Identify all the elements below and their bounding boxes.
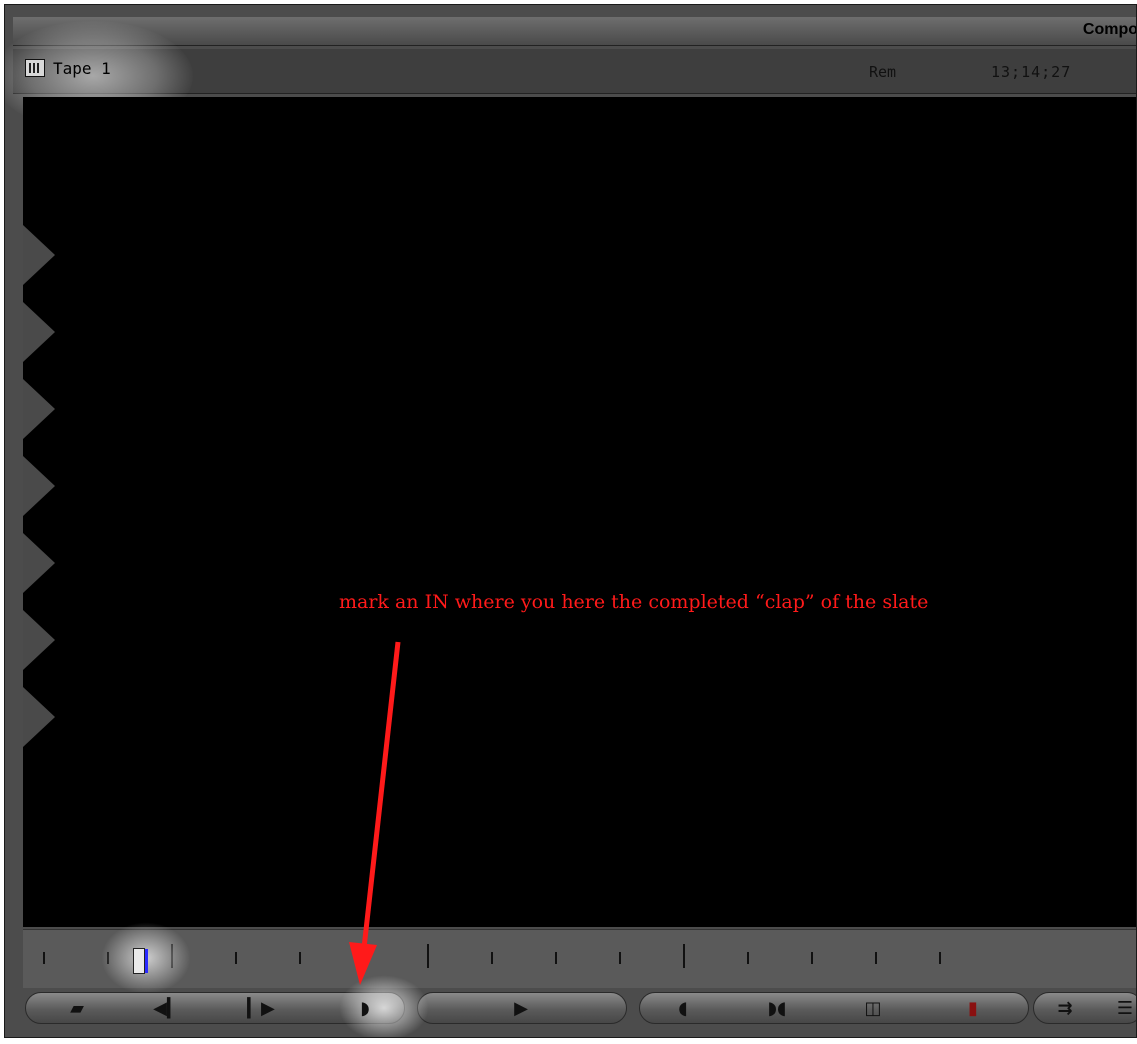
button-group-edit <box>639 992 1029 1024</box>
track-marker-icon <box>23 456 55 516</box>
mark-clip-icon: ◗◖ <box>767 997 787 1019</box>
track-marker-icon <box>23 379 55 439</box>
clear-marks-icon: ◫ <box>864 997 882 1019</box>
timecode-display[interactable]: 13;14;27 <box>991 63 1072 81</box>
step-back-button[interactable]: ◀▎ <box>147 995 187 1021</box>
mark-in-highlight <box>339 975 429 1037</box>
timeline-tick <box>235 952 237 964</box>
tape-name[interactable]: Tape 1 <box>53 59 111 78</box>
remaining-label: Rem <box>869 63 897 81</box>
timeline-tick <box>363 952 365 964</box>
go-to-in-icon: ◖ <box>678 997 688 1019</box>
composer-window: Compo Tape 1 Rem 13;14;27 mark an IN whe… <box>4 4 1137 1038</box>
timeline-tick <box>491 952 493 964</box>
clip-tool-icon: ▰ <box>70 997 84 1019</box>
button-group-splice <box>1033 992 1136 1024</box>
title-bar: Compo <box>13 17 1137 46</box>
play-button[interactable]: ▶ <box>501 995 541 1021</box>
timeline-tick <box>747 952 749 964</box>
annotation-text: mark an IN where you here the completed … <box>339 591 929 613</box>
mark-clip-button[interactable]: ◗◖ <box>757 995 797 1021</box>
step-back-icon: ◀▎ <box>153 997 181 1019</box>
timeline-tick <box>555 952 557 964</box>
track-marker-icon <box>23 610 55 670</box>
step-forward-button[interactable]: ▎▶ <box>241 995 281 1021</box>
splice-in-icon: ⇉ <box>1057 997 1073 1019</box>
control-bar: ▰ ◀▎ ▎▶ ◗ ▶ ◖ ◗◖ ◫ ▮ ⇉ ☰ <box>23 975 1136 1037</box>
splice-in-button[interactable]: ⇉ <box>1045 995 1085 1021</box>
clear-marks-button[interactable]: ◫ <box>853 995 893 1021</box>
video-viewer[interactable]: mark an IN where you here the completed … <box>23 97 1136 927</box>
record-button[interactable]: ▮ <box>953 995 993 1021</box>
mark-in-button[interactable]: ◗ <box>345 995 385 1021</box>
go-to-in-button[interactable]: ◖ <box>663 995 703 1021</box>
window-title: Compo <box>1082 21 1137 38</box>
track-info-bar: Tape 1 Rem 13;14;27 <box>5 21 1136 131</box>
timeline-tick <box>43 952 45 964</box>
timeline-tick <box>619 952 621 964</box>
timeline-tick <box>683 944 685 968</box>
tape-icon[interactable] <box>25 59 45 77</box>
track-marker-icon <box>23 302 55 362</box>
track-marker-icon <box>23 225 55 285</box>
clip-tool-button[interactable]: ▰ <box>57 995 97 1021</box>
timeline-tick <box>427 944 429 968</box>
step-forward-icon: ▎▶ <box>247 997 275 1019</box>
track-marker-icon <box>23 687 55 747</box>
timeline-tick <box>811 952 813 964</box>
timeline-tick <box>939 952 941 964</box>
timeline-tick <box>875 952 877 964</box>
position-indicator[interactable] <box>133 948 148 974</box>
mark-in-icon: ◗ <box>360 997 370 1019</box>
position-bar[interactable] <box>23 922 1136 994</box>
button-group-play <box>417 992 627 1024</box>
overwrite-button[interactable]: ☰ <box>1105 995 1136 1021</box>
timeline-tick <box>299 952 301 964</box>
overwrite-icon: ☰ <box>1116 997 1134 1019</box>
play-icon: ▶ <box>514 997 528 1019</box>
track-marker-icon <box>23 533 55 593</box>
record-icon: ▮ <box>968 997 978 1019</box>
